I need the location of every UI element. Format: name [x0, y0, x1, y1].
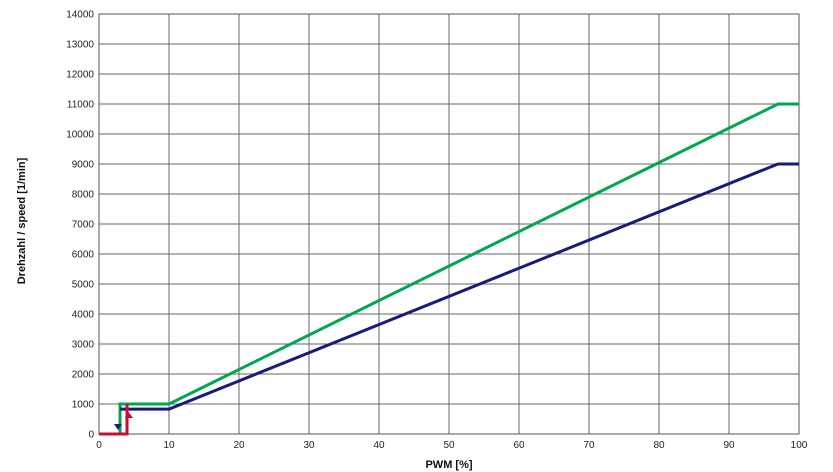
series-line-0 [118, 102, 799, 434]
y-tick-label: 9000 [72, 160, 95, 171]
x-tick-label: 100 [791, 440, 808, 451]
x-tick-label: 0 [96, 440, 102, 451]
grid [98, 13, 800, 435]
y-tick-label: 7000 [72, 220, 95, 231]
x-tick-label: 70 [583, 440, 595, 451]
x-tick-label: 20 [233, 440, 245, 451]
y-tick-label: 13000 [66, 40, 94, 51]
y-tick-label: 11000 [67, 100, 95, 111]
y-tick-label: 0 [88, 430, 94, 441]
y-tick-label: 6000 [72, 250, 95, 261]
y-tick-label: 14000 [66, 10, 94, 21]
x-tick-label: 40 [373, 440, 385, 451]
y-tick-label: 10000 [66, 130, 94, 141]
x-axis-label: PWM [%] [425, 459, 472, 471]
y-tick-label: 8000 [72, 190, 95, 201]
y-tick-label: 1000 [72, 400, 95, 411]
series-arrow-1 [114, 424, 122, 430]
y-tick-label: 12000 [66, 70, 94, 81]
series-arrow-2 [125, 410, 133, 418]
y-tick-label: 2000 [72, 370, 95, 381]
y-tick-label: 5000 [72, 280, 95, 291]
x-tick-label: 10 [163, 440, 175, 451]
series-lines [99, 102, 799, 436]
x-tick-label: 90 [723, 440, 735, 451]
x-tick-label: 30 [303, 440, 315, 451]
x-tick-label: 60 [513, 440, 525, 451]
plot-border [98, 13, 800, 435]
y-tick-label: 4000 [72, 310, 95, 321]
y-tick-label: 3000 [72, 340, 95, 351]
y-axis-label: Drehzahl / speed [1/min] [16, 157, 28, 284]
x-tick-label: 80 [653, 440, 665, 451]
tick-labels: 0100020003000400050006000700080009000100… [66, 10, 808, 452]
series-line-1 [120, 162, 799, 411]
x-tick-label: 50 [443, 440, 455, 451]
